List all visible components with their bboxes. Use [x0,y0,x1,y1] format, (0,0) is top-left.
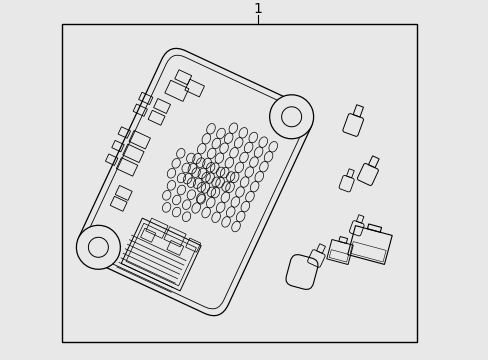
Bar [129,130,150,149]
Bar [122,144,144,163]
Bar [153,99,170,113]
Bar [174,70,191,85]
Bar [352,105,363,117]
Bar [356,215,363,223]
Bar [166,240,183,255]
Bar [133,104,147,116]
Bar [368,156,378,168]
Bar [118,127,130,138]
Bar [110,196,127,211]
Bar [121,218,201,291]
Bar [126,223,196,286]
FancyBboxPatch shape [77,48,312,316]
Bar [346,169,353,178]
Bar [62,24,416,342]
Circle shape [76,225,120,269]
Bar [116,158,138,176]
Bar [112,140,124,152]
Bar [105,154,118,166]
Bar [328,250,348,262]
Bar [115,185,132,201]
Bar [141,228,155,242]
Bar [164,80,188,102]
Bar [139,92,153,104]
Circle shape [269,95,313,139]
Bar [145,218,168,238]
Bar [185,238,200,252]
Bar [338,237,347,243]
Bar [163,226,186,247]
Bar [316,244,325,253]
Bar [349,242,386,262]
Bar [148,110,164,125]
Bar [347,226,391,265]
Bar [326,239,352,265]
Bar [184,79,204,97]
Bar [366,224,381,232]
Text: 1: 1 [253,2,262,16]
